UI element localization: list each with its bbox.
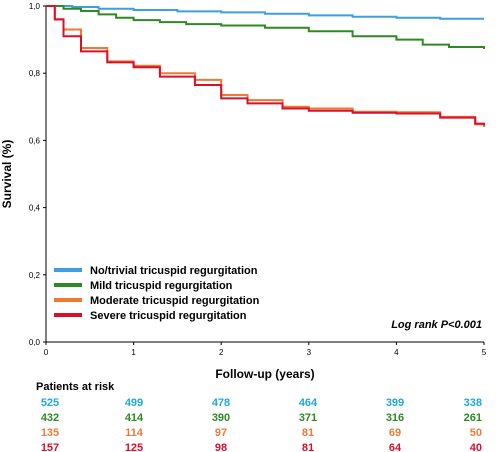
axes	[45, 6, 484, 343]
x-tick-label: 1	[131, 348, 136, 357]
risk-count: 98	[215, 442, 227, 452]
patients-at-risk-table: 525 499 478 464 399 338 432 414 390 371 316 261 135 1…	[41, 397, 482, 452]
y-tick-label: 0,2	[29, 271, 41, 280]
y-tick-label: 0,8	[29, 69, 41, 78]
survival-curve-4	[46, 5, 485, 126]
patients-at-risk-title: Patients at risk	[36, 381, 115, 393]
risk-count: 69	[389, 427, 401, 439]
risk-count: 135	[41, 427, 59, 439]
risk-count: 464	[299, 397, 318, 409]
x-tick-label: 3	[307, 348, 312, 357]
y-tick-label: 1,0	[29, 2, 41, 11]
risk-count: 499	[125, 397, 143, 409]
x-tick-label: 0	[44, 348, 49, 357]
survival-curve-1	[46, 5, 484, 20]
legend-label-2: Mild tricuspid regurgitation	[90, 280, 233, 292]
risk-count: 371	[299, 412, 317, 424]
y-tick-label: 0,4	[29, 204, 41, 213]
x-tick-label: 5	[482, 348, 487, 357]
risk-count: 399	[386, 397, 404, 409]
survival-curve-2	[46, 5, 485, 49]
legend: No/trivial tricuspid regurgitation Mild t…	[54, 265, 260, 322]
risk-count: 114	[125, 427, 144, 439]
log-rank-annotation: Log rank P<0.001	[391, 319, 482, 331]
risk-count: 97	[215, 427, 227, 439]
survival-curve-3	[46, 5, 485, 127]
x-tick-label: 2	[219, 348, 224, 357]
x-axis-title: Follow-up (years)	[215, 367, 314, 381]
risk-count: 157	[41, 442, 59, 452]
risk-count: 261	[464, 412, 482, 424]
x-tick-label: 4	[394, 348, 399, 357]
y-tick-label: 0,0	[29, 338, 41, 347]
risk-count: 40	[470, 442, 482, 452]
risk-count: 81	[302, 442, 314, 452]
risk-count: 125	[125, 442, 143, 452]
risk-count: 316	[386, 412, 404, 424]
legend-label-1: No/trivial tricuspid regurgitation	[90, 265, 258, 277]
y-tick-label: 0,6	[29, 136, 41, 145]
risk-count: 338	[464, 397, 482, 409]
survival-curves	[46, 5, 485, 127]
legend-label-4: Severe tricuspid regurgitation	[90, 310, 247, 322]
risk-count: 414	[125, 412, 144, 424]
risk-count: 64	[389, 442, 402, 452]
tick-labels: 0 1 2 3 4 5 0,0 0,2 0,4 0,6 0,8 1,0	[29, 2, 487, 357]
risk-count: 390	[212, 412, 230, 424]
legend-label-3: Moderate tricuspid regurgitation	[90, 295, 260, 307]
risk-count: 432	[41, 412, 59, 424]
risk-count: 525	[41, 397, 59, 409]
y-axis-title: Survival (%)	[0, 140, 14, 209]
risk-count: 478	[212, 397, 230, 409]
risk-count: 50	[470, 427, 482, 439]
risk-count: 81	[302, 427, 314, 439]
